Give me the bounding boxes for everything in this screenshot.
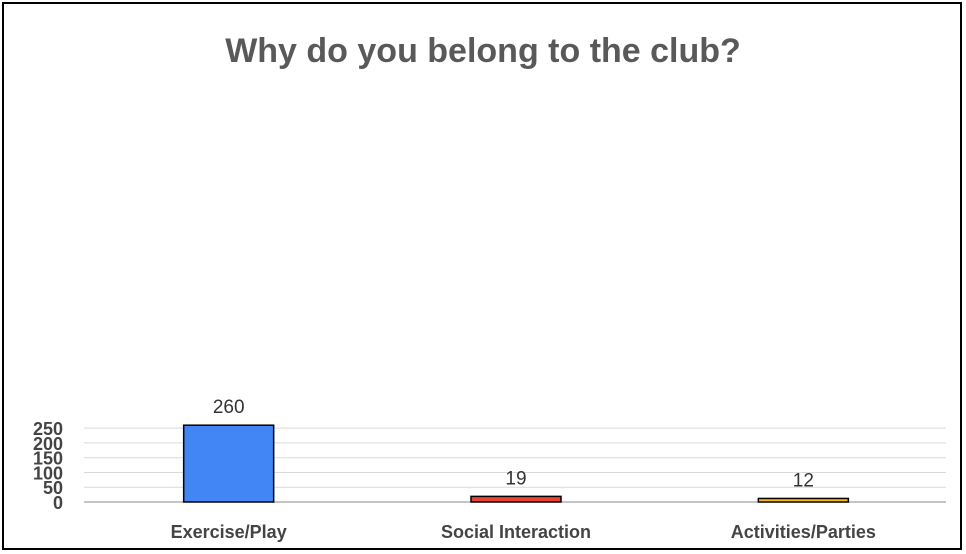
y-tick-label: 50 [43, 478, 63, 498]
data-label: 12 [793, 470, 814, 491]
y-tick-label: 0 [53, 493, 63, 513]
y-tick-label: 200 [33, 434, 63, 454]
category-label: Exercise/Play [171, 522, 287, 542]
y-tick-label: 250 [33, 419, 63, 439]
bar [757, 497, 850, 503]
y-tick-label: 100 [33, 463, 63, 483]
data-label: 19 [505, 468, 526, 489]
x-axis-category-labels: Exercise/Play Social Interaction Activitie… [171, 522, 876, 542]
bar [470, 495, 562, 503]
bars [182, 424, 850, 503]
y-tick-label: 150 [33, 449, 63, 469]
data-label: 260 [213, 397, 245, 418]
data-labels: 260 19 12 [213, 397, 814, 491]
chart-title: Why do you belong to the club? [225, 32, 741, 70]
bar [182, 424, 275, 503]
category-label: Social Interaction [441, 522, 591, 542]
category-label: Activities/Parties [731, 522, 876, 542]
